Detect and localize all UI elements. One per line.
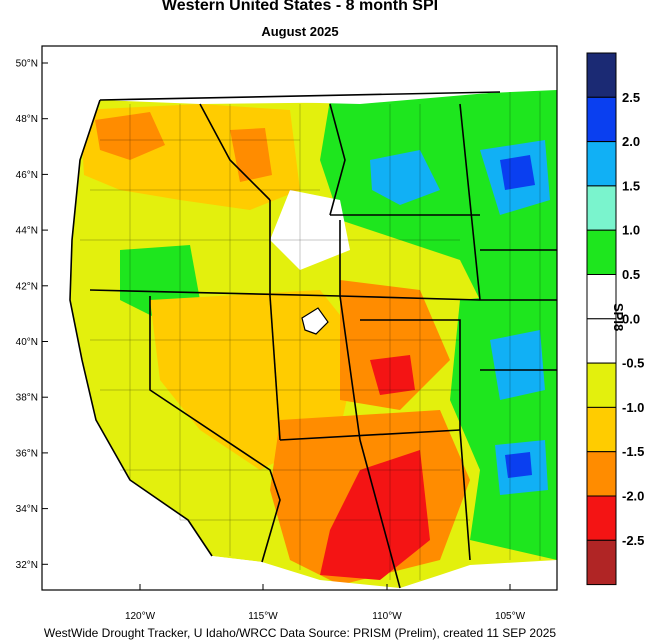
- lat-label: 42°N: [16, 281, 38, 292]
- map-frame: [41, 45, 558, 591]
- colorbar-title: SPI8: [611, 303, 626, 332]
- arizona-extreme-dry: [320, 450, 430, 580]
- latitude-ticks: [42, 62, 48, 565]
- map-subtitle: August 2025: [261, 24, 339, 39]
- lon-label: 115°W: [248, 611, 278, 622]
- colorbar-swatch: [586, 229, 617, 275]
- dakotas-border: [459, 103, 481, 301]
- great-salt-lake: [301, 307, 329, 335]
- footer-credit: WestWide Drought Tracker, U Idaho/WRCC D…: [43, 626, 557, 640]
- colorbar-swatch: [586, 141, 617, 187]
- colorbar-label: -2.0: [622, 489, 644, 504]
- wyoming-utah-border: [339, 220, 361, 441]
- colorbar-swatch: [586, 539, 617, 586]
- lon-label: 120°W: [125, 611, 156, 622]
- colorbar-labels: 2.5 2.0 1.5 1.0 0.5 0.0 -0.5 -1.0 -1.5 -2.0 -2.5: [622, 90, 644, 548]
- colorbar-swatch: [586, 495, 617, 541]
- southern-plains-very-wet: [490, 330, 545, 400]
- canada-mask: [90, 46, 557, 104]
- lat-37-border: [279, 429, 461, 441]
- county-boundaries: [80, 92, 541, 580]
- lat-42-border: [89, 289, 557, 301]
- utah-very-dry-region: [340, 280, 450, 410]
- lat-label: 44°N: [16, 226, 38, 237]
- colorbar-label: 1.5: [622, 178, 640, 193]
- spi-field: [42, 46, 557, 590]
- colorbar-label: -2.5: [622, 533, 644, 548]
- latitude-labels: 50°N 48°N 46°N 44°N 42°N 40°N 38°N 36°N 34°N 32°N: [16, 59, 38, 571]
- colorbar-swatch: [586, 451, 617, 497]
- lat-label: 48°N: [16, 114, 38, 125]
- colorbar-label: 2.0: [622, 134, 640, 149]
- colorado-border: [360, 319, 461, 430]
- southern-plains-wettest: [505, 452, 532, 478]
- colorbar-swatch: [586, 52, 617, 98]
- northern-plains-wet-region: [320, 90, 557, 300]
- colorbar-label: 0.0: [622, 311, 640, 326]
- colorbar-label: -0.5: [622, 356, 644, 371]
- lat-label: 36°N: [16, 448, 38, 459]
- colorbar-label: 1.0: [622, 223, 640, 238]
- northern-plains-wettest: [500, 155, 535, 190]
- map-title: Western United States - 8 month SPI: [161, 0, 439, 14]
- pacific-ocean: [42, 46, 300, 590]
- lat-label: 40°N: [16, 337, 38, 348]
- lon-label: 105°W: [495, 611, 526, 622]
- colorbar-swatch: [586, 96, 617, 143]
- idaho-very-dry-patch: [230, 128, 272, 182]
- colorbar-swatch: [586, 362, 617, 408]
- arizona-newmexico-border: [359, 439, 401, 589]
- state-boundaries: [69, 91, 557, 589]
- colorbar-label: 2.5: [622, 90, 640, 105]
- mexico-mask: [220, 560, 557, 590]
- northern-plains-very-wet: [370, 150, 440, 205]
- nevada-utah-border: [269, 295, 281, 441]
- longitude-ticks: [139, 584, 511, 590]
- colorbar-label: 0.5: [622, 267, 640, 282]
- lon-label: 110°W: [372, 611, 402, 622]
- colorbar: [586, 52, 617, 586]
- lat-label: 32°N: [16, 560, 38, 571]
- colorbar-label: -1.5: [622, 444, 644, 459]
- colorbar-swatch: [586, 185, 617, 231]
- colorado-extreme-dry: [370, 355, 415, 395]
- montana-idaho-border: [329, 103, 346, 216]
- canada-border: [99, 91, 501, 101]
- longitude-labels: 120°W 115°W 110°W 105°W: [125, 611, 526, 622]
- lat-label: 38°N: [16, 393, 38, 404]
- colorbar-swatch: [586, 406, 617, 453]
- northern-plains-normal: [270, 190, 350, 270]
- lat-label: 46°N: [16, 170, 38, 181]
- west-coastline: [69, 99, 213, 557]
- lat-label: 34°N: [16, 504, 38, 515]
- lat-label: 50°N: [16, 59, 38, 70]
- newmexico-texas-border: [459, 429, 471, 561]
- colorbar-label: -1.0: [622, 400, 644, 415]
